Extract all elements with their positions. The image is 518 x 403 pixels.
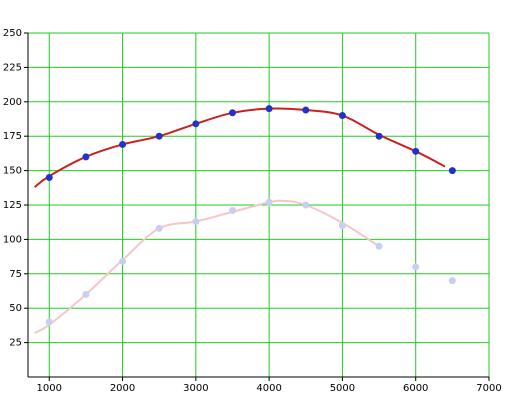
x-tick-label: 6000 — [403, 383, 428, 394]
marker — [228, 109, 236, 117]
marker — [448, 277, 456, 285]
marker — [412, 147, 420, 155]
marker — [192, 218, 200, 226]
marker — [82, 290, 90, 298]
marker — [119, 257, 127, 265]
y-tick-label: 75 — [9, 269, 22, 280]
marker — [155, 132, 163, 140]
y-tick-label: 50 — [9, 303, 22, 314]
marker — [119, 140, 127, 148]
marker — [302, 201, 310, 209]
y-tick-label: 100 — [3, 234, 22, 245]
marker — [45, 173, 53, 181]
marker — [265, 105, 273, 113]
marker — [338, 222, 346, 230]
marker — [45, 318, 53, 326]
marker — [82, 153, 90, 161]
x-tick-label: 7000 — [476, 383, 501, 394]
marker — [155, 224, 163, 232]
y-tick-label: 250 — [3, 28, 22, 39]
curve — [33, 107, 446, 188]
y-tick-label: 175 — [3, 131, 22, 142]
marker — [375, 132, 383, 140]
marker — [265, 198, 273, 206]
marker — [338, 112, 346, 120]
y-tick-label: 200 — [3, 97, 22, 108]
marker — [302, 106, 310, 114]
marker — [448, 167, 456, 175]
marker — [375, 242, 383, 250]
y-tick-label: 150 — [3, 166, 22, 177]
x-tick-label: 2000 — [110, 383, 135, 394]
marker — [412, 263, 420, 271]
x-tick-label: 4000 — [256, 383, 281, 394]
y-tick-label: 25 — [9, 338, 22, 349]
x-tick-label: 3000 — [183, 383, 208, 394]
curve — [34, 199, 380, 334]
marker — [192, 120, 200, 128]
y-tick-label: 125 — [3, 200, 22, 211]
marker — [228, 207, 236, 215]
y-tick-label: 225 — [3, 62, 22, 73]
x-tick-label: 1000 — [37, 383, 62, 394]
x-tick-label: 5000 — [330, 383, 355, 394]
